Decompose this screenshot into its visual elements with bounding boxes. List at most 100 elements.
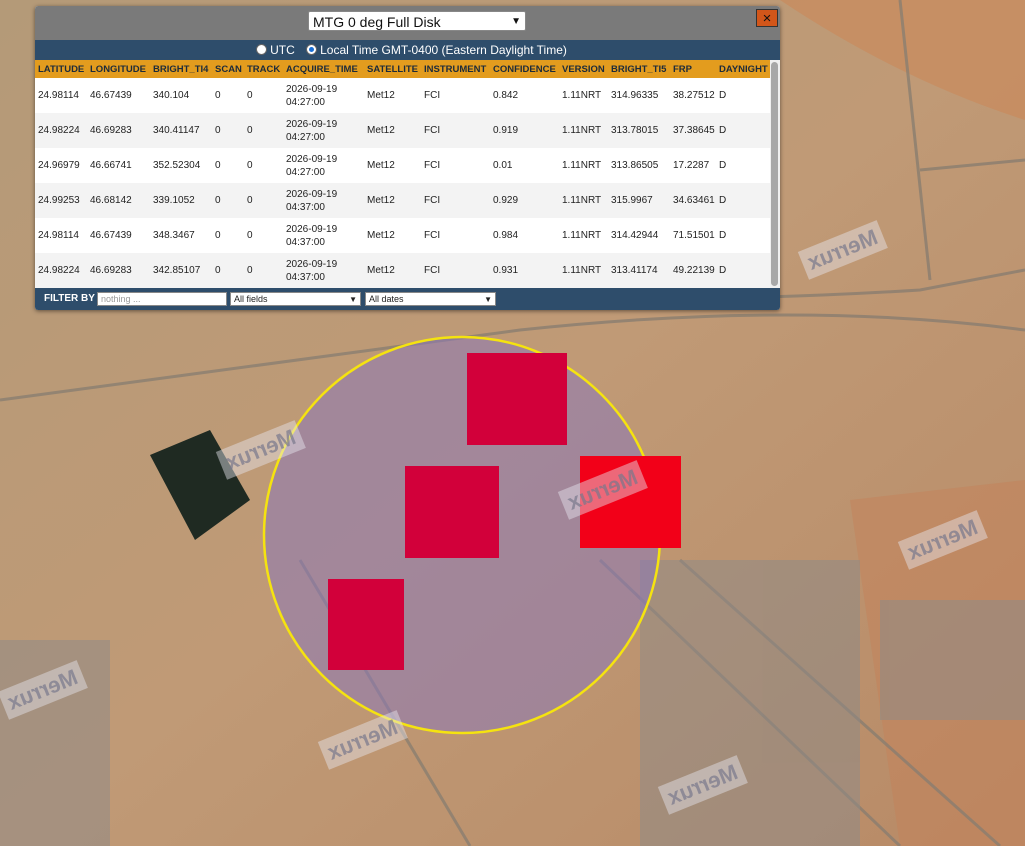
table-cell: 342.85107 <box>153 265 201 276</box>
table-cell: 24.96979 <box>38 160 80 171</box>
radio-label: UTC <box>270 43 295 57</box>
table-cell: Met12 <box>367 160 395 171</box>
table-cell: 2026-09-19 04:27:00 <box>286 154 338 178</box>
fire-pixel[interactable] <box>580 456 681 548</box>
panel-header: MTG 0 deg Full Disk ▼ × <box>35 6 780 40</box>
table-cell: FCI <box>424 265 441 276</box>
table-row[interactable]: 24.98114 46.67439 348.3467 0 0 2026-09-19 04:… <box>35 218 770 253</box>
table-cell: 0 <box>215 90 221 101</box>
table-cell: 0.919 <box>493 125 519 136</box>
table-cell: Met12 <box>367 265 395 276</box>
table-cell: 0 <box>215 160 221 171</box>
column-header: SATELLITE <box>367 64 419 75</box>
fire-detections <box>328 353 681 670</box>
column-header: SCAN <box>215 64 242 75</box>
table-cell: 2026-09-19 04:27:00 <box>286 119 338 143</box>
table-cell: 1.11NRT <box>562 265 602 276</box>
table-cell: FCI <box>424 230 441 241</box>
table-cell: 37.38645 <box>673 125 715 136</box>
ponds <box>150 430 250 540</box>
table-cell: 24.98114 <box>38 90 79 101</box>
table-cell: 1.11NRT <box>562 230 602 241</box>
dates-select[interactable]: All dates ▼ <box>365 292 496 306</box>
table-cell: Met12 <box>367 125 395 136</box>
table-cell: 314.96335 <box>611 90 659 101</box>
fire-pixel[interactable] <box>467 353 567 445</box>
table-cell: 46.67439 <box>90 230 132 241</box>
radio-label: Local Time GMT-0400 (Eastern Daylight Ti… <box>320 43 567 57</box>
dates-value: All dates <box>369 294 404 304</box>
table-cell: 340.104 <box>153 90 190 101</box>
table-cell: 24.98114 <box>38 230 79 241</box>
column-header: FRP <box>673 64 692 75</box>
column-header: BRIGHT_TI5 <box>611 64 667 75</box>
table-body: 24.98114 46.67439 340.104 0 0 2026-09-19 04:2… <box>35 78 770 288</box>
table-cell: 0 <box>215 230 221 241</box>
table-cell: 1.11NRT <box>562 125 602 136</box>
table-cell: Met12 <box>367 90 395 101</box>
table-header: LATITUDE LONGITUDE BRIGHT_TI4 SCAN TRACK ACQU… <box>35 60 770 78</box>
table-cell: 2026-09-19 04:27:00 <box>286 84 338 108</box>
dataset-select[interactable]: MTG 0 deg Full Disk ▼ <box>308 11 526 31</box>
table-cell: 0.931 <box>493 265 519 276</box>
filter-input[interactable]: nothing ... <box>97 292 227 306</box>
table-cell: 24.98224 <box>38 265 80 276</box>
table-cell: 313.86505 <box>611 160 659 171</box>
column-header: ACQUIRE_TIME <box>286 64 358 75</box>
table-cell: 313.78015 <box>611 125 659 136</box>
city-blocks <box>0 560 1025 846</box>
table-cell: 0 <box>247 265 253 276</box>
radio-local[interactable] <box>306 44 318 55</box>
table-cell: D <box>719 90 727 101</box>
table-cell: 38.27512 <box>673 90 715 101</box>
time-options: UTC Local Time GMT-0400 (Eastern Dayligh… <box>35 40 780 60</box>
table-cell: 1.11NRT <box>562 90 602 101</box>
table-cell: D <box>719 230 727 241</box>
table-cell: 0 <box>215 195 221 206</box>
table-cell: 313.41174 <box>611 265 658 276</box>
table-cell: 0 <box>215 265 221 276</box>
table-cell: D <box>719 125 727 136</box>
table-cell: 0.01 <box>493 160 513 171</box>
fields-select[interactable]: All fields ▼ <box>230 292 361 306</box>
table-cell: 348.3467 <box>153 230 195 241</box>
fire-pixel[interactable] <box>328 579 404 670</box>
table-cell: 0.984 <box>493 230 519 241</box>
table-row[interactable]: 24.98114 46.67439 340.104 0 0 2026-09-19 04:2… <box>35 78 770 113</box>
table-row[interactable]: 24.98224 46.69283 342.85107 0 0 2026-09-19 04… <box>35 253 770 288</box>
filter-label: FILTER BY <box>44 293 95 304</box>
fire-pixel[interactable] <box>405 466 499 558</box>
column-header: LONGITUDE <box>90 64 146 75</box>
table-cell: 340.41147 <box>153 125 200 136</box>
column-header: VERSION <box>562 64 605 75</box>
table-row[interactable]: 24.96979 46.66741 352.52304 0 0 2026-09-19 04… <box>35 148 770 183</box>
table-cell: 46.66741 <box>90 160 132 171</box>
table-row[interactable]: 24.99253 46.68142 339.1052 0 0 2026-09-19 04:… <box>35 183 770 218</box>
radio-utc[interactable] <box>256 44 268 55</box>
table-cell: 0 <box>247 125 253 136</box>
table-cell: D <box>719 195 727 206</box>
table-cell: 2026-09-19 04:37:00 <box>286 224 338 248</box>
column-header: BRIGHT_TI4 <box>153 64 209 75</box>
dataset-value: MTG 0 deg Full Disk <box>313 14 441 30</box>
close-button[interactable]: × <box>756 9 778 27</box>
table-row[interactable]: 24.98224 46.69283 340.41147 0 0 2026-09-19 04… <box>35 113 770 148</box>
column-header: CONFIDENCE <box>493 64 556 75</box>
table-cell: 0 <box>247 160 253 171</box>
filter-bar: FILTER BY nothing ... All fields ▼ All da… <box>35 288 780 310</box>
fire-data-panel: MTG 0 deg Full Disk ▼ × UTC Local Time GM… <box>35 6 780 310</box>
fields-value: All fields <box>234 294 268 304</box>
table-cell: 46.67439 <box>90 90 132 101</box>
table-cell: 314.42944 <box>611 230 659 241</box>
table-cell: D <box>719 160 727 171</box>
table-cell: 315.9967 <box>611 195 653 206</box>
table-cell: 0.842 <box>493 90 519 101</box>
scrollbar[interactable] <box>770 60 780 288</box>
table-cell: 0 <box>247 230 253 241</box>
table-cell: 1.11NRT <box>562 160 602 171</box>
table-cell: 1.11NRT <box>562 195 602 206</box>
table-cell: 2026-09-19 04:37:00 <box>286 259 338 283</box>
table-cell: 0 <box>247 195 253 206</box>
table-cell: 46.69283 <box>90 125 132 136</box>
